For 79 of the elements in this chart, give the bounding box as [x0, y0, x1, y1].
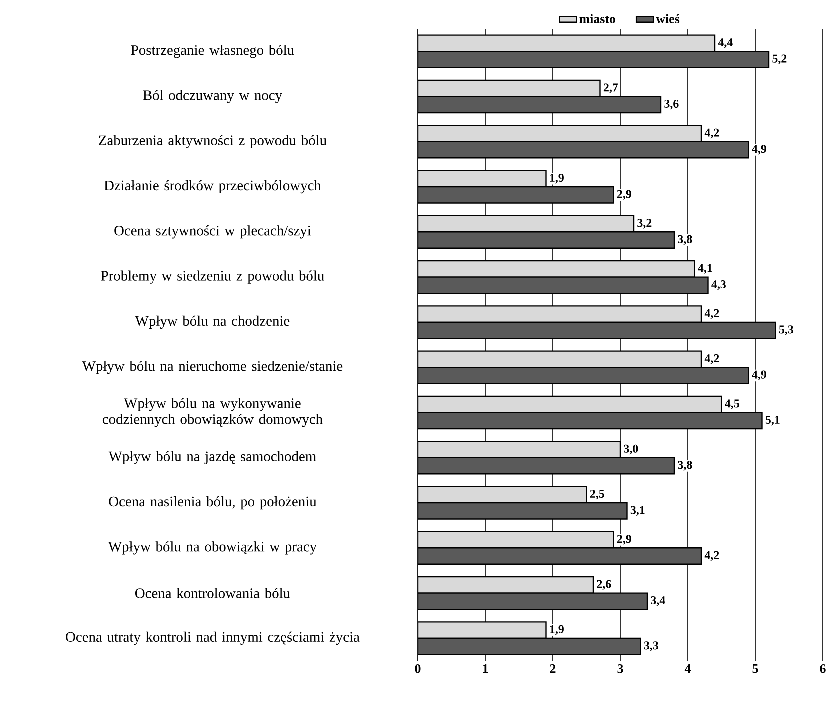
- data-label: 2,9: [617, 190, 632, 200]
- data-label: 4,2: [704, 309, 720, 320]
- bar: [418, 186, 614, 204]
- data-label: 4,2: [704, 551, 720, 562]
- data-label: 3,2: [638, 219, 652, 229]
- data-label: 4,3: [712, 280, 726, 290]
- bar: [418, 441, 622, 458]
- bar: [418, 125, 702, 142]
- data-label: 2,7: [604, 84, 618, 94]
- y-tick-label: Ocena utraty kontroli nad innymi częściami życia: [66, 632, 360, 646]
- x-tick-label: 5: [752, 664, 758, 674]
- bar: [418, 232, 676, 249]
- bar: [418, 170, 547, 188]
- x-tick-label: 0: [415, 664, 421, 674]
- x-tick-label: 2: [550, 664, 556, 674]
- data-label: 4,2: [704, 128, 720, 139]
- data-label: 4,9: [752, 145, 766, 155]
- data-label: 1,9: [550, 174, 564, 184]
- data-label: 4,1: [698, 264, 712, 274]
- bar: [418, 396, 722, 414]
- bar: [418, 276, 709, 294]
- y-tick-label: Wpływ bólu na wykonywanie codziennych obowiązków domowych: [102, 398, 323, 428]
- y-tick-label: Ocena nasilenia bólu, po położeniu: [109, 496, 317, 510]
- data-label: 2,6: [597, 580, 612, 590]
- bar: [418, 412, 763, 430]
- data-label: 4,4: [718, 38, 733, 48]
- y-tick-label: Ocena sztywności w plecach/szyi: [114, 226, 312, 239]
- x-tick-label: 3: [618, 664, 624, 674]
- y-tick-label: Wpływ bólu na jazdę samochodem: [108, 451, 316, 464]
- bar: [418, 638, 642, 656]
- y-tick-label: Działanie środków przeciwbólowych: [104, 180, 322, 194]
- data-label: 2,9: [617, 535, 632, 545]
- data-label: 1,9: [550, 625, 564, 636]
- data-label: 5,3: [779, 326, 794, 336]
- bar: [418, 306, 702, 324]
- data-label: 3,0: [624, 444, 638, 455]
- data-label: 3,8: [678, 235, 692, 246]
- bar: [418, 576, 594, 594]
- data-label: 4,5: [725, 400, 740, 410]
- data-label: 4,9: [752, 370, 766, 381]
- bar: [418, 531, 614, 549]
- legend-label: miasto: [580, 14, 616, 24]
- bar: [418, 592, 648, 610]
- x-tick-label: 1: [483, 664, 488, 674]
- data-label: 3,4: [651, 596, 666, 606]
- bar: [418, 141, 750, 159]
- bar: [418, 622, 547, 640]
- bar: [418, 366, 750, 384]
- bar: [418, 486, 588, 504]
- bar: [418, 260, 696, 278]
- y-tick-label: Wpływ bólu na nieruchome siedzenie/stanie: [82, 360, 343, 374]
- y-tick-label: Ocena kontrolowania bólu: [135, 588, 290, 598]
- data-label: 3,1: [630, 506, 645, 516]
- legend-label: wieś: [656, 14, 680, 24]
- bar: [418, 96, 662, 114]
- data-label: 3,8: [678, 461, 692, 471]
- y-tick-label: Wpływ bólu na obowiązki w pracy: [108, 542, 317, 555]
- x-tick-label: 4: [684, 664, 691, 674]
- bar: [418, 80, 601, 98]
- bar: [418, 322, 776, 340]
- bar: [418, 502, 628, 520]
- bar: [418, 350, 702, 368]
- y-tick-label: Zaburzenia aktywności z powodu bólu: [99, 135, 327, 148]
- data-label: 5,2: [772, 54, 787, 65]
- data-label: 3,3: [644, 642, 658, 652]
- data-label: 4,2: [704, 354, 720, 364]
- bar: [418, 34, 716, 52]
- y-tick-label: Problemy w siedzeniu z powodu bólu: [101, 270, 324, 284]
- y-tick-label: Postrzeganie własnego bólu: [131, 44, 294, 58]
- x-tick-label: 6: [820, 664, 826, 674]
- data-label: 5,1: [766, 416, 780, 426]
- data-label: 2,5: [590, 490, 604, 500]
- bar: [418, 548, 702, 565]
- bar: [418, 50, 770, 68]
- y-tick-label: Ból odczuwany w nocy: [143, 90, 282, 104]
- y-tick-label: Wpływ bólu na chodzenie: [135, 316, 290, 330]
- bar: [418, 457, 676, 475]
- bar: [418, 215, 635, 233]
- data-label: 3,6: [664, 100, 679, 110]
